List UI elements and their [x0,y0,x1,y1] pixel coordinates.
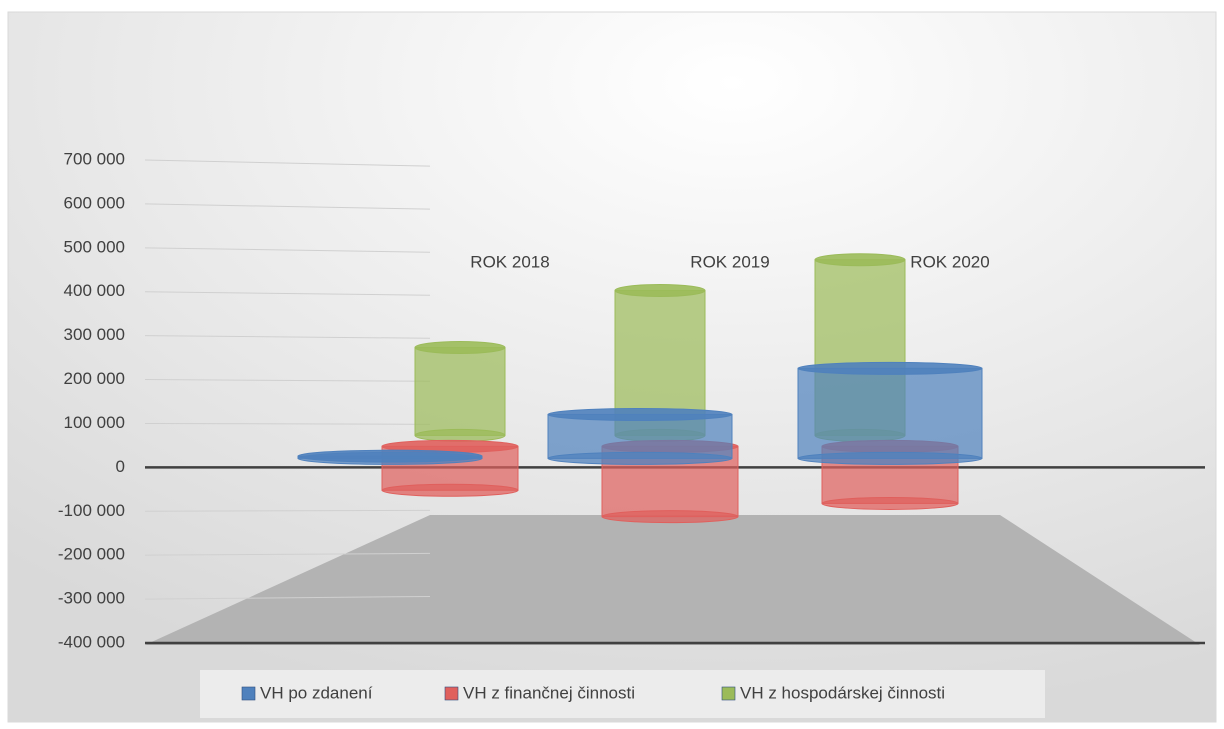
category-label: ROK 2020 [910,252,989,271]
cylinder-top [414,341,506,355]
y-tick-label: -300 000 [58,589,125,608]
cylinder-top [814,253,906,267]
legend-label: VH z finančnej činnosti [463,683,635,702]
legend-label: VH z hospodárskej činnosti [740,683,945,702]
cylinder [797,367,983,459]
y-tick-label: -200 000 [58,545,125,564]
grid-line [144,552,431,556]
cylinder-top [297,449,483,463]
y-tick-label: -400 000 [58,632,125,651]
cylinder-top [547,407,733,421]
y-tick-label: 100 000 [64,413,125,432]
grid-line [144,247,431,253]
legend-swatch [241,686,256,701]
grid-line [144,379,431,382]
grid-line [144,509,431,512]
y-tick-label: 600 000 [64,193,125,212]
grid-line [144,203,431,210]
legend-swatch [444,686,459,701]
y-tick-label: 300 000 [64,325,125,344]
grid-line [144,335,431,339]
y-tick-label: 400 000 [64,281,125,300]
cylinder [414,347,506,436]
cylinder [547,413,733,459]
y-tick-label: 200 000 [64,369,125,388]
legend-box [200,670,1045,718]
y-tick-label: -100 000 [58,501,125,520]
category-label: ROK 2018 [470,252,549,271]
grid-line [144,422,431,425]
category-label: ROK 2019 [690,252,769,271]
grid-line [144,595,431,600]
cylinder-top [797,361,983,375]
legend-label: VH po zdanení [260,683,373,702]
y-tick-label: 500 000 [64,237,125,256]
grid-line [144,159,431,167]
legend-swatch [721,686,736,701]
cylinder-top [614,283,706,297]
grid-line [144,291,431,296]
floor [145,515,1200,645]
y-tick-label: 0 [116,457,125,476]
y-tick-label: 700 000 [64,149,125,168]
